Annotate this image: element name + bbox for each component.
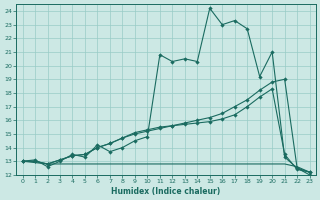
- X-axis label: Humidex (Indice chaleur): Humidex (Indice chaleur): [111, 187, 221, 196]
